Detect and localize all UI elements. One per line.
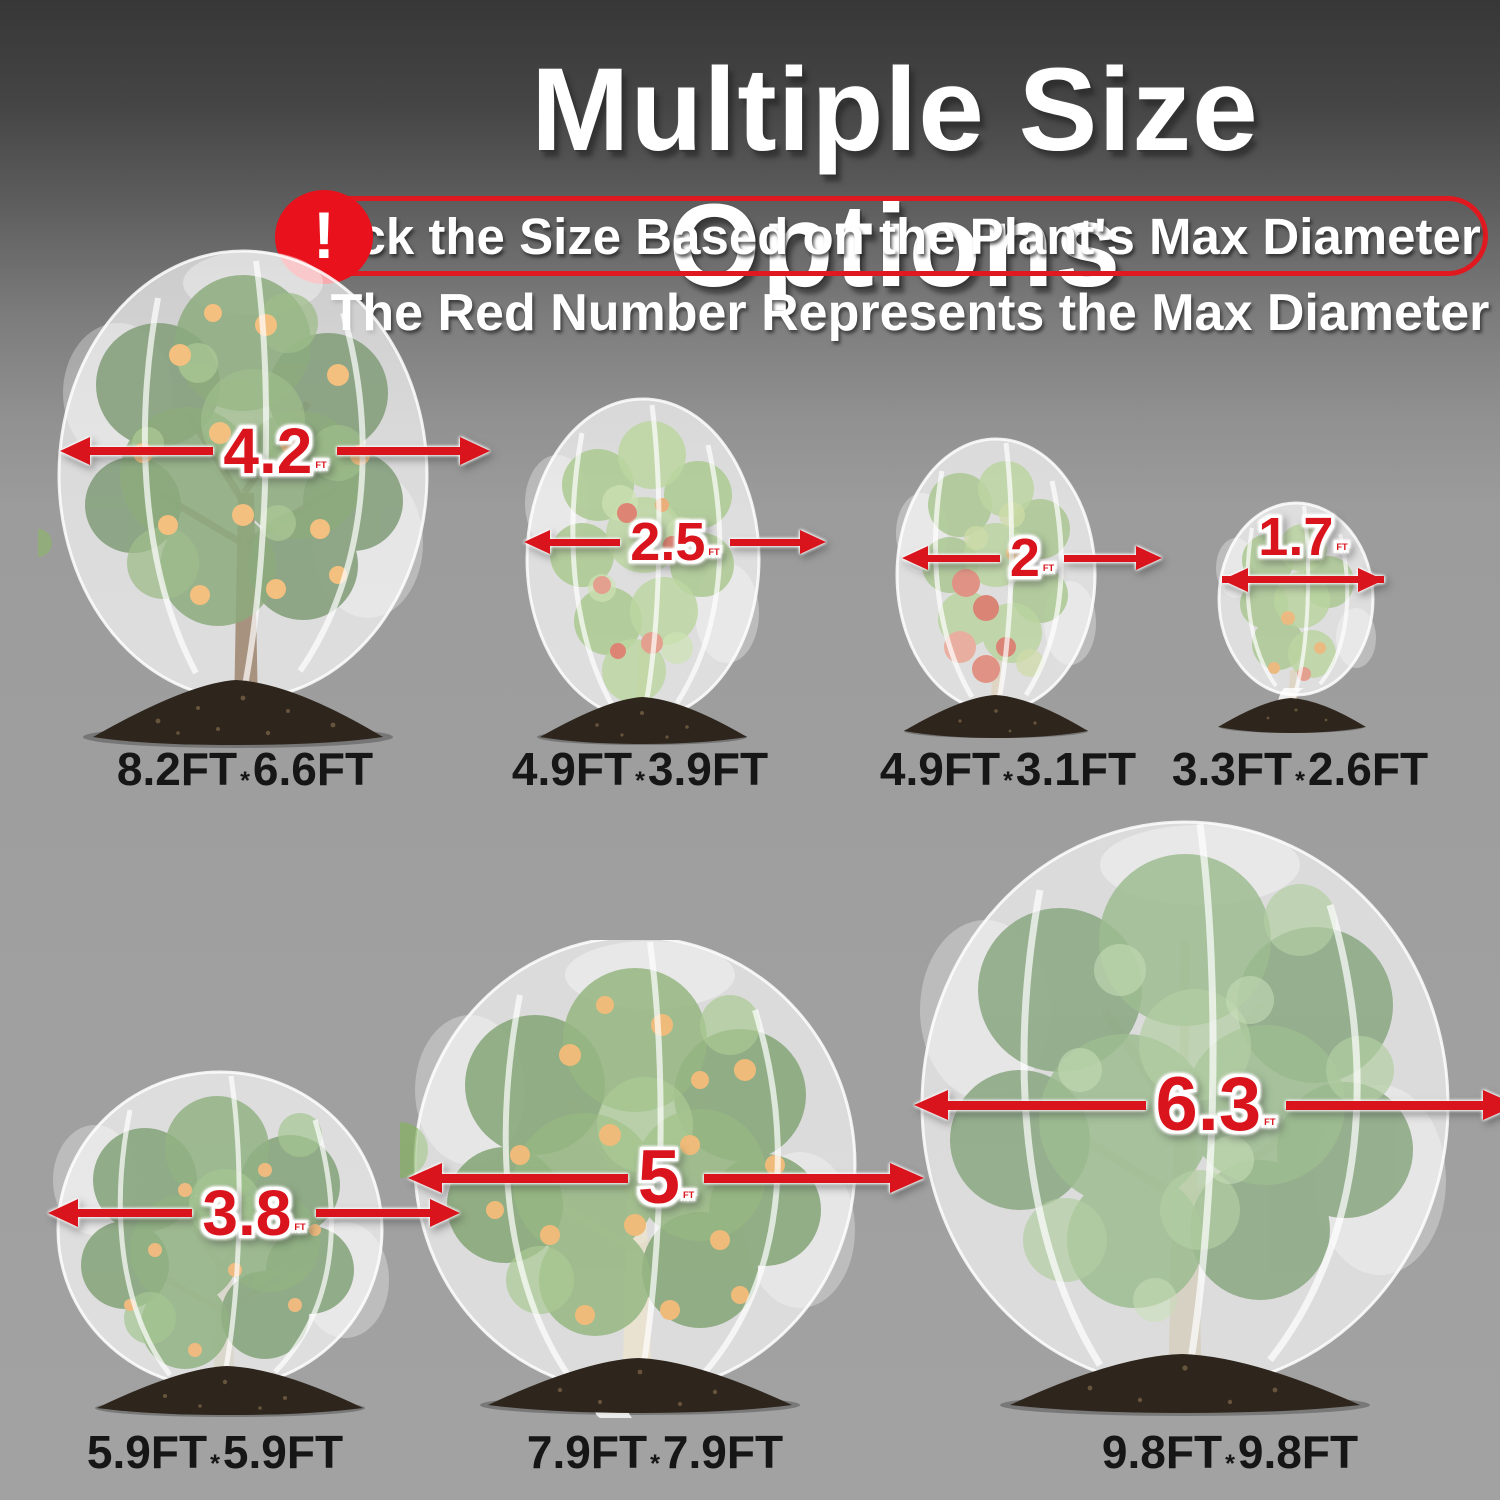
arrow-right-icon xyxy=(336,437,491,465)
diameter-value: 2 xyxy=(1009,528,1040,588)
fruits xyxy=(593,498,681,659)
size-label-7: 9.8FT *9.8FT xyxy=(1101,1426,1359,1478)
fruits xyxy=(486,996,785,1325)
diameter-value: 5 xyxy=(637,1135,680,1220)
arrow-left-icon xyxy=(408,1163,628,1193)
soil-mound xyxy=(904,695,1088,738)
soil-mound xyxy=(488,1358,792,1413)
diameter-measure-7: 6.3 FT xyxy=(914,1055,1500,1155)
diameter-measure-1: 4.2 FT xyxy=(59,405,491,497)
fruits xyxy=(133,304,370,605)
diameter-unit: FT xyxy=(1264,1117,1276,1128)
diameter-measure-2: 2.5 FT xyxy=(520,502,830,582)
soil-mound xyxy=(1010,1354,1360,1413)
foliage xyxy=(1240,524,1354,678)
diameter-unit: FT xyxy=(294,1222,306,1233)
size-label-3: 4.9FT *3.1FT xyxy=(879,743,1137,795)
asterisk-separator: * xyxy=(635,766,645,795)
asterisk-separator: * xyxy=(1295,766,1305,795)
arrow-right-icon xyxy=(729,530,827,554)
soil-mound xyxy=(1218,698,1366,733)
diameter-unit: FT xyxy=(1336,542,1348,553)
asterisk-separator: * xyxy=(650,1449,660,1478)
diameter-unit: FT xyxy=(682,1190,695,1201)
alert-banner: ! Pick the Size Based on the Plant's Max… xyxy=(275,190,1488,284)
soil-mound xyxy=(540,697,747,744)
asterisk-separator: * xyxy=(1225,1449,1235,1478)
diameter-value: 3.8 xyxy=(202,1177,292,1249)
diameter-unit: FT xyxy=(1042,563,1055,574)
diameter-measure-5: 3.8 FT xyxy=(47,1168,461,1258)
diameter-measure-6: 5 FT xyxy=(408,1128,924,1228)
asterisk-separator: * xyxy=(210,1449,220,1478)
subtitle: The Red Number Represents the Max Diamet… xyxy=(330,284,1490,342)
soil-mound xyxy=(97,1366,363,1415)
plant-covered-orange-tree xyxy=(38,249,429,748)
arrow-right-icon xyxy=(1285,1090,1500,1120)
foliage xyxy=(38,275,403,626)
plant-covered-small xyxy=(1216,501,1376,733)
asterisk-separator: * xyxy=(240,766,250,795)
size-label-1: 8.2FT *6.6FT xyxy=(116,743,374,795)
arrow-right-icon xyxy=(704,1163,924,1193)
exclamation-icon: ! xyxy=(275,190,373,284)
arrow-right-icon xyxy=(1064,546,1162,570)
size-label-4: 3.3FT *2.6FT xyxy=(1171,743,1429,795)
mesh-bag-front xyxy=(527,399,759,741)
arrow-left-icon xyxy=(47,1199,193,1227)
asterisk-separator: * xyxy=(1003,766,1013,795)
arrow-right-icon xyxy=(315,1199,461,1227)
plant-covered-tomato-red xyxy=(895,437,1097,738)
diameter-value: 4.2 xyxy=(223,415,313,487)
arrow-left-icon xyxy=(902,546,1000,570)
size-label-2: 4.9FT *3.9FT xyxy=(511,743,769,795)
diameter-value: 6.3 xyxy=(1155,1062,1262,1147)
page-title: Multiple Size Options xyxy=(531,44,1259,312)
arrow-left-icon xyxy=(523,530,621,554)
diameter-measure-3: 2 FT xyxy=(898,518,1166,598)
plant-covered-green-tree xyxy=(53,1070,389,1417)
foliage xyxy=(81,1096,354,1369)
arrow-left-icon xyxy=(914,1090,1146,1120)
size-label-5: 5.9FT *5.9FT xyxy=(86,1426,344,1478)
diameter-measure-4: 1.7 FT xyxy=(1222,510,1384,640)
soil-mound xyxy=(93,680,383,745)
diameter-value: 2.5 xyxy=(630,512,706,572)
mesh-bag-front xyxy=(415,940,855,1418)
size-label-6: 7.9FT *7.9FT xyxy=(526,1426,784,1478)
banner-text: Pick the Size Based on the Plant's Max D… xyxy=(309,207,1481,265)
mesh-bag-front xyxy=(1219,503,1373,710)
double-arrow-icon xyxy=(1222,567,1384,592)
plant-covered-orange-tree-large xyxy=(400,940,857,1418)
mesh-bag-front xyxy=(59,251,427,737)
arrow-left-icon xyxy=(59,437,214,465)
diameter-value: 1.7 xyxy=(1258,507,1334,567)
diameter-unit: FT xyxy=(315,460,327,471)
diameter-unit: FT xyxy=(708,547,720,558)
